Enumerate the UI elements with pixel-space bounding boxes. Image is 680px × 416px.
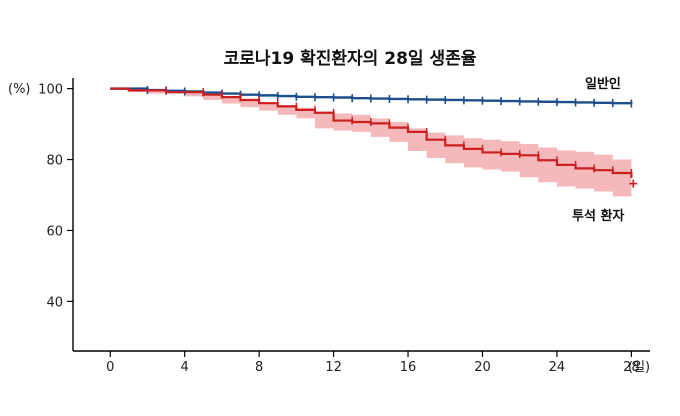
- y-tick-label: 100: [38, 83, 63, 98]
- axes-layer: 40 60 80 100 0 4 8 12 16 20 24 28: [38, 78, 650, 375]
- y-axis-unit: (%): [8, 82, 31, 97]
- x-tick-label: 0: [106, 360, 114, 375]
- series-label-dialysis: 투석 환자: [572, 208, 624, 224]
- y-tick-label: 60: [46, 224, 63, 239]
- x-axis-unit: (일): [628, 360, 650, 375]
- x-tick-label: 8: [255, 360, 263, 375]
- dialysis-ci-band: [110, 88, 632, 197]
- x-tick-label: 12: [325, 360, 342, 375]
- chart-title: 코로나19 확진환자의 28일 생존율: [224, 49, 477, 69]
- x-tick-label: 24: [549, 360, 566, 375]
- series-label-general: 일반인: [585, 76, 621, 92]
- x-tick-label: 20: [474, 360, 491, 375]
- x-tick-label: 4: [181, 360, 189, 375]
- y-tick-label: 40: [46, 295, 63, 310]
- x-tick-label: 28: [623, 360, 640, 375]
- y-tick-label: 80: [46, 154, 63, 169]
- x-tick-label: 16: [400, 360, 417, 375]
- general-survival-line: [110, 87, 633, 105]
- series-layer: [110, 86, 638, 188]
- ci-band-layer: [110, 88, 632, 197]
